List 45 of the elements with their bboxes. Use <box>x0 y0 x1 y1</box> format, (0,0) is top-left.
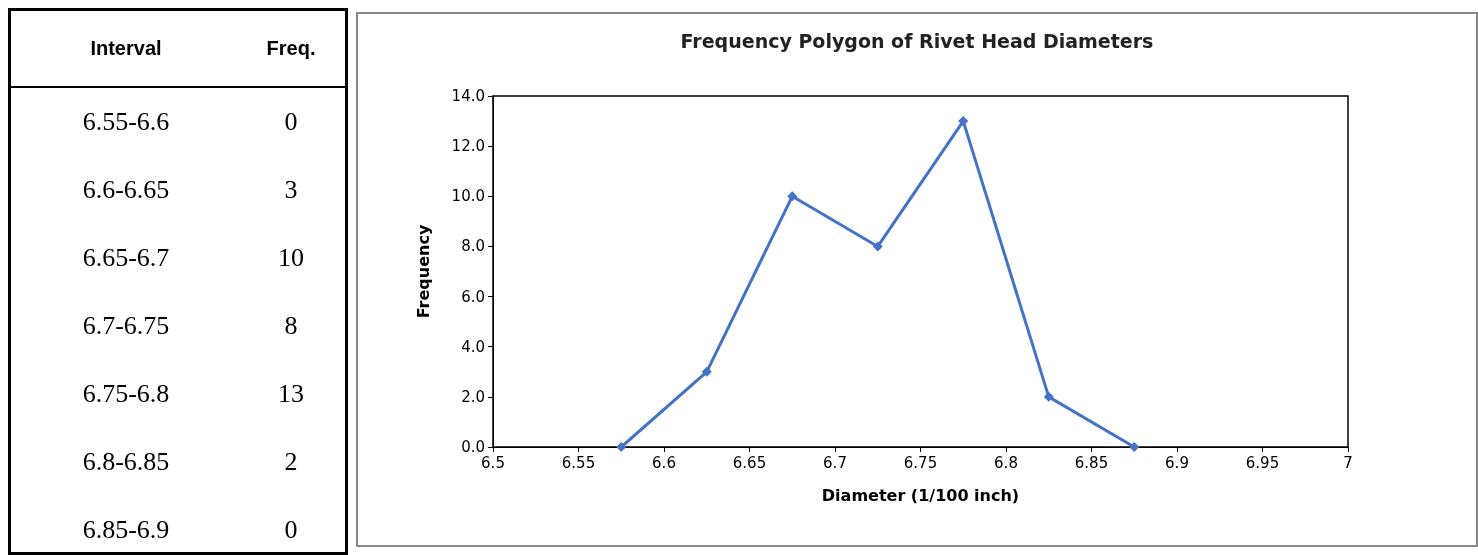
y-tick-label: 6.0 <box>461 287 485 306</box>
category-label: 6.7-6.75 <box>81 311 171 341</box>
y-tick-label: 4.0 <box>461 337 485 356</box>
y-tick-label: 0.0 <box>461 438 485 456</box>
y-tick-label: 12.0 <box>451 137 485 156</box>
data-label: 13 <box>277 379 305 409</box>
point <box>1043 391 1054 402</box>
chart-title: Frequency Polygon of Rivet Head Diameters <box>680 29 1154 52</box>
x-tick-label: 6.65 <box>732 453 767 472</box>
category-label: 6.6-6.65 <box>81 175 171 205</box>
x-tick-label: 6.7 <box>823 453 847 472</box>
y-tick-label: 10.0 <box>451 187 485 206</box>
y-tick-label: 2.0 <box>461 387 485 406</box>
point <box>1129 442 1140 452</box>
x-tick-label: 6.9 <box>1165 453 1189 472</box>
point <box>958 116 969 127</box>
point <box>616 442 627 452</box>
x-tick-label: 6.55 <box>561 453 596 472</box>
x-tick-label: 6.6 <box>652 453 676 472</box>
x-tick-label: 6.5 <box>481 453 505 472</box>
data-label: 10 <box>277 243 305 273</box>
data-label: 3 <box>283 175 299 205</box>
x-tick-label: 6.75 <box>903 453 938 472</box>
y-axis-title: Frequency <box>413 224 433 319</box>
data-label: 8 <box>283 311 299 341</box>
point <box>872 241 883 252</box>
category-label: 6.85-6.9 <box>81 515 171 545</box>
category-label: 6.55-6.6 <box>81 107 171 137</box>
category-label: 6.65-6.7 <box>81 243 171 273</box>
x-tick-label: 6.8 <box>994 453 1018 472</box>
point <box>701 366 712 377</box>
x-tick-label: 6.85 <box>1074 453 1109 472</box>
text: Interval <box>89 37 163 60</box>
category-label: 6.8-6.85 <box>81 447 171 477</box>
category-label: 6.75-6.8 <box>81 379 171 409</box>
data-label: 0 <box>283 107 299 137</box>
y-tick-label: 8.0 <box>461 237 485 256</box>
point <box>787 191 798 202</box>
x-tick-label: 6.95 <box>1245 453 1280 472</box>
y-tick-label: 14.0 <box>451 87 485 105</box>
x-axis-title: Diameter (1/100 inch) <box>821 485 1020 505</box>
x-tick-label: 7 <box>1343 453 1353 472</box>
data-label: 0 <box>283 515 299 545</box>
text: Freq. <box>265 37 317 60</box>
data-label: 2 <box>283 447 299 477</box>
